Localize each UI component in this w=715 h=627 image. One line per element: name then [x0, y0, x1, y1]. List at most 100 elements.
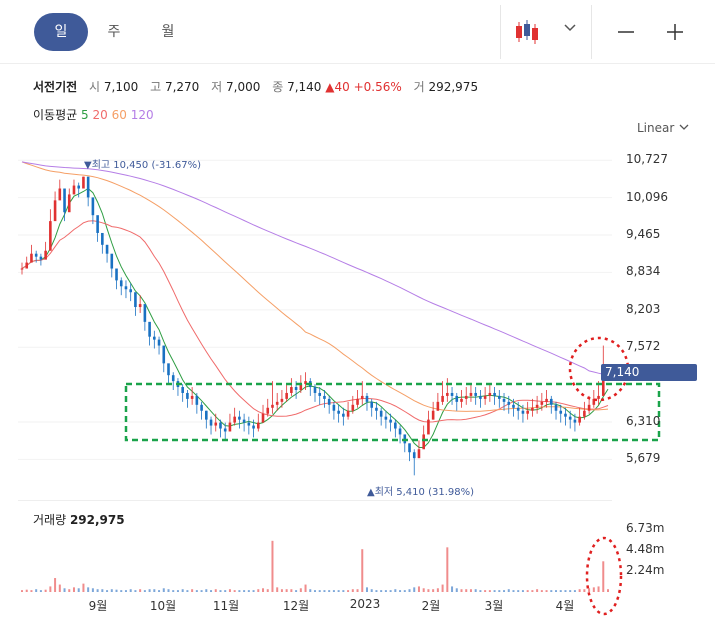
y-tick-label: 8,203 [626, 301, 661, 316]
candle-body [110, 253, 114, 269]
candle-body [592, 398, 596, 405]
candle-body [498, 395, 501, 399]
volume-bar [219, 590, 222, 592]
volume-title: 거래량 [33, 513, 67, 527]
volume-bar [115, 589, 118, 592]
candle-body [417, 449, 421, 459]
tab-week[interactable]: 주 [107, 24, 121, 40]
moving-average-legend: 이동평균 5 20 60 120 [33, 106, 154, 123]
chevron-down-icon[interactable] [562, 20, 578, 36]
volume-bar [68, 589, 71, 592]
volume-bar [243, 590, 246, 592]
volume-bar [186, 590, 189, 592]
volume-tick-label: 4.48m [626, 542, 665, 557]
volume-bar [413, 587, 416, 592]
candle-body [412, 452, 416, 459]
change-value: ▲40 +0.56% [325, 80, 402, 94]
volume-bar [176, 590, 179, 592]
volume-bar [564, 590, 567, 592]
volume-bar [432, 589, 435, 592]
volume-bar [295, 590, 298, 592]
volume-bar [309, 589, 312, 592]
volume-bar [375, 590, 378, 592]
candle-body [153, 336, 156, 340]
candle-body [138, 304, 142, 308]
volume-bar [370, 589, 373, 592]
x-tick-label: 10월 [149, 599, 177, 613]
candle-body [479, 395, 482, 399]
volume-bar [63, 588, 66, 592]
zoom-in-button[interactable] [657, 14, 693, 50]
candle-body [512, 404, 515, 408]
volume-value: 292,975 [428, 80, 479, 94]
volume-bar [96, 589, 99, 592]
candle-body [573, 419, 577, 423]
candle-body [280, 398, 284, 402]
candle-body [351, 404, 355, 411]
volume-bar [559, 590, 562, 592]
close-value: 7,140 [287, 80, 322, 94]
high-label: 고 [150, 80, 162, 94]
candle-body [535, 404, 539, 408]
volume-bar [526, 590, 529, 592]
candle-body [564, 413, 567, 417]
candle-body [540, 401, 544, 405]
candle-body [233, 416, 236, 423]
ma-20: 20 [92, 108, 108, 122]
volume-bar [72, 587, 75, 592]
zoom-out-button[interactable] [608, 14, 644, 50]
candle-body [53, 200, 57, 222]
candle-body [86, 176, 90, 198]
candle-body [39, 256, 43, 260]
volume-bar [110, 589, 113, 592]
volume-bar [124, 590, 127, 592]
candle-body [327, 398, 331, 405]
volume-bar [214, 589, 217, 592]
candle-body [58, 188, 62, 201]
ma-20-line [21, 220, 609, 423]
candle-body [446, 392, 449, 396]
candle-body [318, 392, 322, 396]
volume-bar [285, 589, 288, 592]
volume-bar [351, 589, 354, 592]
candle-body [82, 176, 85, 189]
volume-bar [35, 589, 38, 592]
candle-body [186, 392, 189, 399]
candle-body [493, 392, 496, 396]
volume-bar [205, 589, 208, 592]
volume-tick-label: 2.24m [626, 563, 665, 578]
volume-bar [427, 589, 430, 592]
candle-body [516, 407, 520, 411]
volume-bar [460, 589, 463, 592]
volume-bar [356, 589, 359, 592]
candle-body [455, 395, 459, 402]
tab-day[interactable]: 일 [34, 13, 88, 51]
candle-body [105, 244, 109, 254]
candle-body [96, 215, 99, 233]
candle-body [408, 443, 411, 453]
volume-bar [465, 589, 468, 592]
volume-bar [82, 583, 85, 592]
candle-body [72, 185, 76, 195]
ma-60-line [21, 161, 609, 412]
candle-body [323, 395, 326, 399]
volume-bar [583, 589, 586, 592]
divider [500, 5, 501, 59]
y-tick-label: 10,727 [626, 152, 668, 167]
volume-tick-label: 6.73m [626, 521, 665, 536]
candle-body [181, 387, 184, 393]
candle-body [568, 416, 572, 420]
volume-bar [318, 590, 321, 592]
scale-dropdown[interactable]: Linear [637, 121, 690, 135]
volume-bar [210, 590, 213, 592]
volume-bar [290, 589, 293, 592]
volume-bar [474, 589, 477, 592]
candlestick-icon[interactable] [513, 18, 549, 48]
candle-body [143, 304, 147, 322]
tab-month[interactable]: 월 [161, 24, 175, 40]
range-highlight-box [124, 382, 661, 442]
volume-bar [403, 590, 406, 592]
volume-bar [394, 589, 397, 592]
volume-bar [555, 590, 558, 592]
